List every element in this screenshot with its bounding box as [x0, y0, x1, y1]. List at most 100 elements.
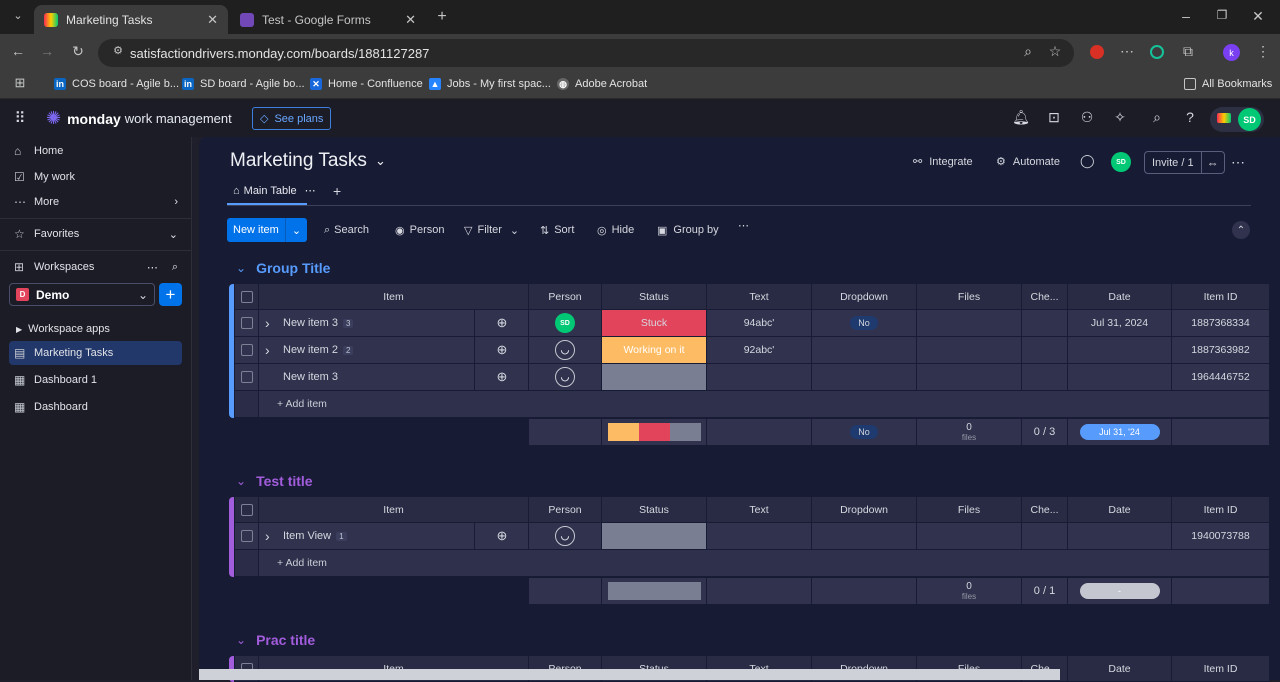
table-cell[interactable]: [917, 523, 1022, 550]
back-icon[interactable]: ←: [11, 43, 25, 59]
table-cell[interactable]: [917, 310, 1022, 337]
workspace-selector[interactable]: D Demo ⌄: [9, 283, 155, 306]
table-cell[interactable]: [812, 364, 917, 391]
item-name-cell[interactable]: › New item 2 2 ⊕: [259, 337, 529, 364]
table-cell[interactable]: [235, 523, 259, 550]
group-by-button[interactable]: ▣ Group by: [657, 219, 719, 241]
reload-icon[interactable]: ↻: [72, 43, 84, 59]
column-header[interactable]: Item ID: [1172, 284, 1270, 310]
help-icon[interactable]: ?: [1186, 109, 1194, 125]
close-tab-icon[interactable]: ✕: [405, 11, 416, 27]
table-cell[interactable]: [1022, 337, 1068, 364]
select-all-checkbox[interactable]: [240, 290, 253, 303]
item-name-cell[interactable]: › Item View 1 ⊕: [259, 523, 529, 550]
search-button[interactable]: ⌕ Search: [324, 219, 369, 241]
extension-icon[interactable]: ⋯: [1120, 43, 1134, 59]
column-header[interactable]: Date: [1068, 656, 1172, 682]
column-header[interactable]: Files: [917, 497, 1022, 523]
grammarly-icon[interactable]: [1150, 45, 1164, 59]
column-header[interactable]: Files: [917, 284, 1022, 310]
add-update-icon[interactable]: ⊕: [474, 364, 528, 390]
expand-subitems-icon[interactable]: ›: [265, 315, 270, 331]
column-header[interactable]: Date: [1068, 284, 1172, 310]
column-header[interactable]: Che...: [1022, 284, 1068, 310]
item-id-cell[interactable]: 1964446752: [1172, 364, 1270, 391]
column-header[interactable]: Item: [259, 284, 529, 310]
group-header[interactable]: ⌄ Group Title: [236, 257, 330, 279]
more-dots-icon[interactable]: ⋯: [146, 261, 158, 274]
group-header[interactable]: ⌄ Test title: [236, 470, 313, 492]
horizontal-scrollbar[interactable]: [199, 669, 1060, 680]
item-id-cell[interactable]: 1887368334: [1172, 310, 1270, 337]
status-cell[interactable]: Stuck: [602, 310, 707, 337]
new-item-button[interactable]: New item ⌄: [227, 218, 308, 242]
person-cell[interactable]: ◡: [529, 523, 602, 550]
table-cell[interactable]: [1068, 364, 1172, 391]
address-bar[interactable]: satisfactiondrivers.monday.com/boards/18…: [98, 39, 1074, 67]
sidebar-item-home[interactable]: ⌂ Home: [14, 140, 63, 162]
board-title[interactable]: Marketing Tasks ⌄: [230, 150, 386, 172]
text-cell[interactable]: 92abc': [707, 337, 812, 364]
row-checkbox[interactable]: [240, 344, 253, 356]
expand-subitems-icon[interactable]: ›: [265, 528, 270, 544]
add-update-icon[interactable]: ⊕: [474, 523, 528, 549]
table-cell[interactable]: [1068, 523, 1172, 550]
forward-icon[interactable]: →: [40, 43, 54, 59]
table-cell[interactable]: [235, 310, 259, 337]
table-cell[interactable]: [1022, 310, 1068, 337]
row-checkbox[interactable]: [240, 371, 253, 383]
table-cell[interactable]: [235, 364, 259, 391]
status-cell[interactable]: [602, 364, 707, 391]
sidebar-favorites[interactable]: ☆ Favorites ⌄: [14, 223, 178, 245]
inbox-icon[interactable]: ⊡: [1048, 109, 1060, 125]
close-window-icon[interactable]: ✕: [1252, 8, 1264, 24]
column-header[interactable]: Date: [1068, 497, 1172, 523]
extension-icon[interactable]: [1090, 45, 1104, 59]
person-cell[interactable]: SD: [529, 310, 602, 337]
item-id-cell[interactable]: 1887363982: [1172, 337, 1270, 364]
table-cell[interactable]: [707, 523, 812, 550]
notifications-bell-icon[interactable]: 🔔︎: [1012, 109, 1030, 125]
sidebar-item-more[interactable]: ⋯ More ›: [14, 191, 178, 213]
empty-person-icon[interactable]: ◡: [555, 340, 575, 360]
table-cell[interactable]: [1068, 337, 1172, 364]
add-update-icon[interactable]: ⊕: [474, 337, 528, 363]
copy-link-icon[interactable]: ⇔: [1206, 155, 1219, 170]
hide-button[interactable]: ◎ Hide: [597, 219, 634, 241]
more-dots-icon[interactable]: ⋯: [304, 185, 316, 197]
updates-chat-icon[interactable]: ◯: [1080, 153, 1095, 168]
date-cell[interactable]: Jul 31, 2024: [1068, 310, 1172, 337]
board-menu-icon[interactable]: ⋯: [1231, 154, 1245, 170]
tab-google-forms[interactable]: Test - Google Forms ✕: [230, 5, 426, 34]
person-filter-button[interactable]: ◉ Person: [395, 219, 444, 241]
column-header[interactable]: Status: [602, 497, 707, 523]
status-cell[interactable]: [602, 523, 707, 550]
site-info-icon[interactable]: ⚙: [113, 45, 123, 57]
column-header[interactable]: Person: [529, 497, 602, 523]
empty-person-icon[interactable]: ◡: [555, 526, 575, 546]
board-member-avatar[interactable]: SD: [1111, 152, 1131, 172]
add-item-row[interactable]: + Add item: [259, 391, 1270, 418]
person-cell[interactable]: ◡: [529, 337, 602, 364]
tab-marketing-tasks[interactable]: Marketing Tasks ✕: [34, 5, 228, 34]
tab-search-icon[interactable]: ⌄: [13, 10, 23, 22]
column-header[interactable]: Item: [259, 497, 529, 523]
empty-person-icon[interactable]: ◡: [555, 367, 575, 387]
status-cell[interactable]: Working on it: [602, 337, 707, 364]
sidebar-workspaces[interactable]: ⊞ Workspaces ⋯ ⌕: [14, 256, 178, 278]
text-cell[interactable]: 94abc': [707, 310, 812, 337]
sidebar-item-workspace-apps[interactable]: ▶ Workspace apps: [16, 318, 110, 340]
zoom-icon[interactable]: ⌕: [1024, 43, 1032, 59]
invite-button[interactable]: Invite / 1 ⇔: [1144, 151, 1225, 174]
bookmark-cos-board[interactable]: in COS board - Agile b...: [54, 71, 179, 97]
sidebar-item-dashboard[interactable]: ▦ Dashboard: [14, 396, 88, 418]
column-header[interactable]: Che...: [1022, 497, 1068, 523]
search-icon[interactable]: ⌕: [1153, 109, 1161, 125]
bookmark-sd-board[interactable]: in SD board - Agile bo...: [182, 71, 305, 97]
collapse-header-icon[interactable]: ⌃: [1232, 221, 1250, 239]
minimize-icon[interactable]: –: [1182, 8, 1190, 24]
chevron-down-icon[interactable]: ⌄: [284, 218, 307, 242]
extensions-puzzle-icon[interactable]: ⧉: [1183, 43, 1193, 59]
table-cell[interactable]: [1022, 364, 1068, 391]
all-bookmarks[interactable]: All Bookmarks: [1184, 71, 1272, 97]
